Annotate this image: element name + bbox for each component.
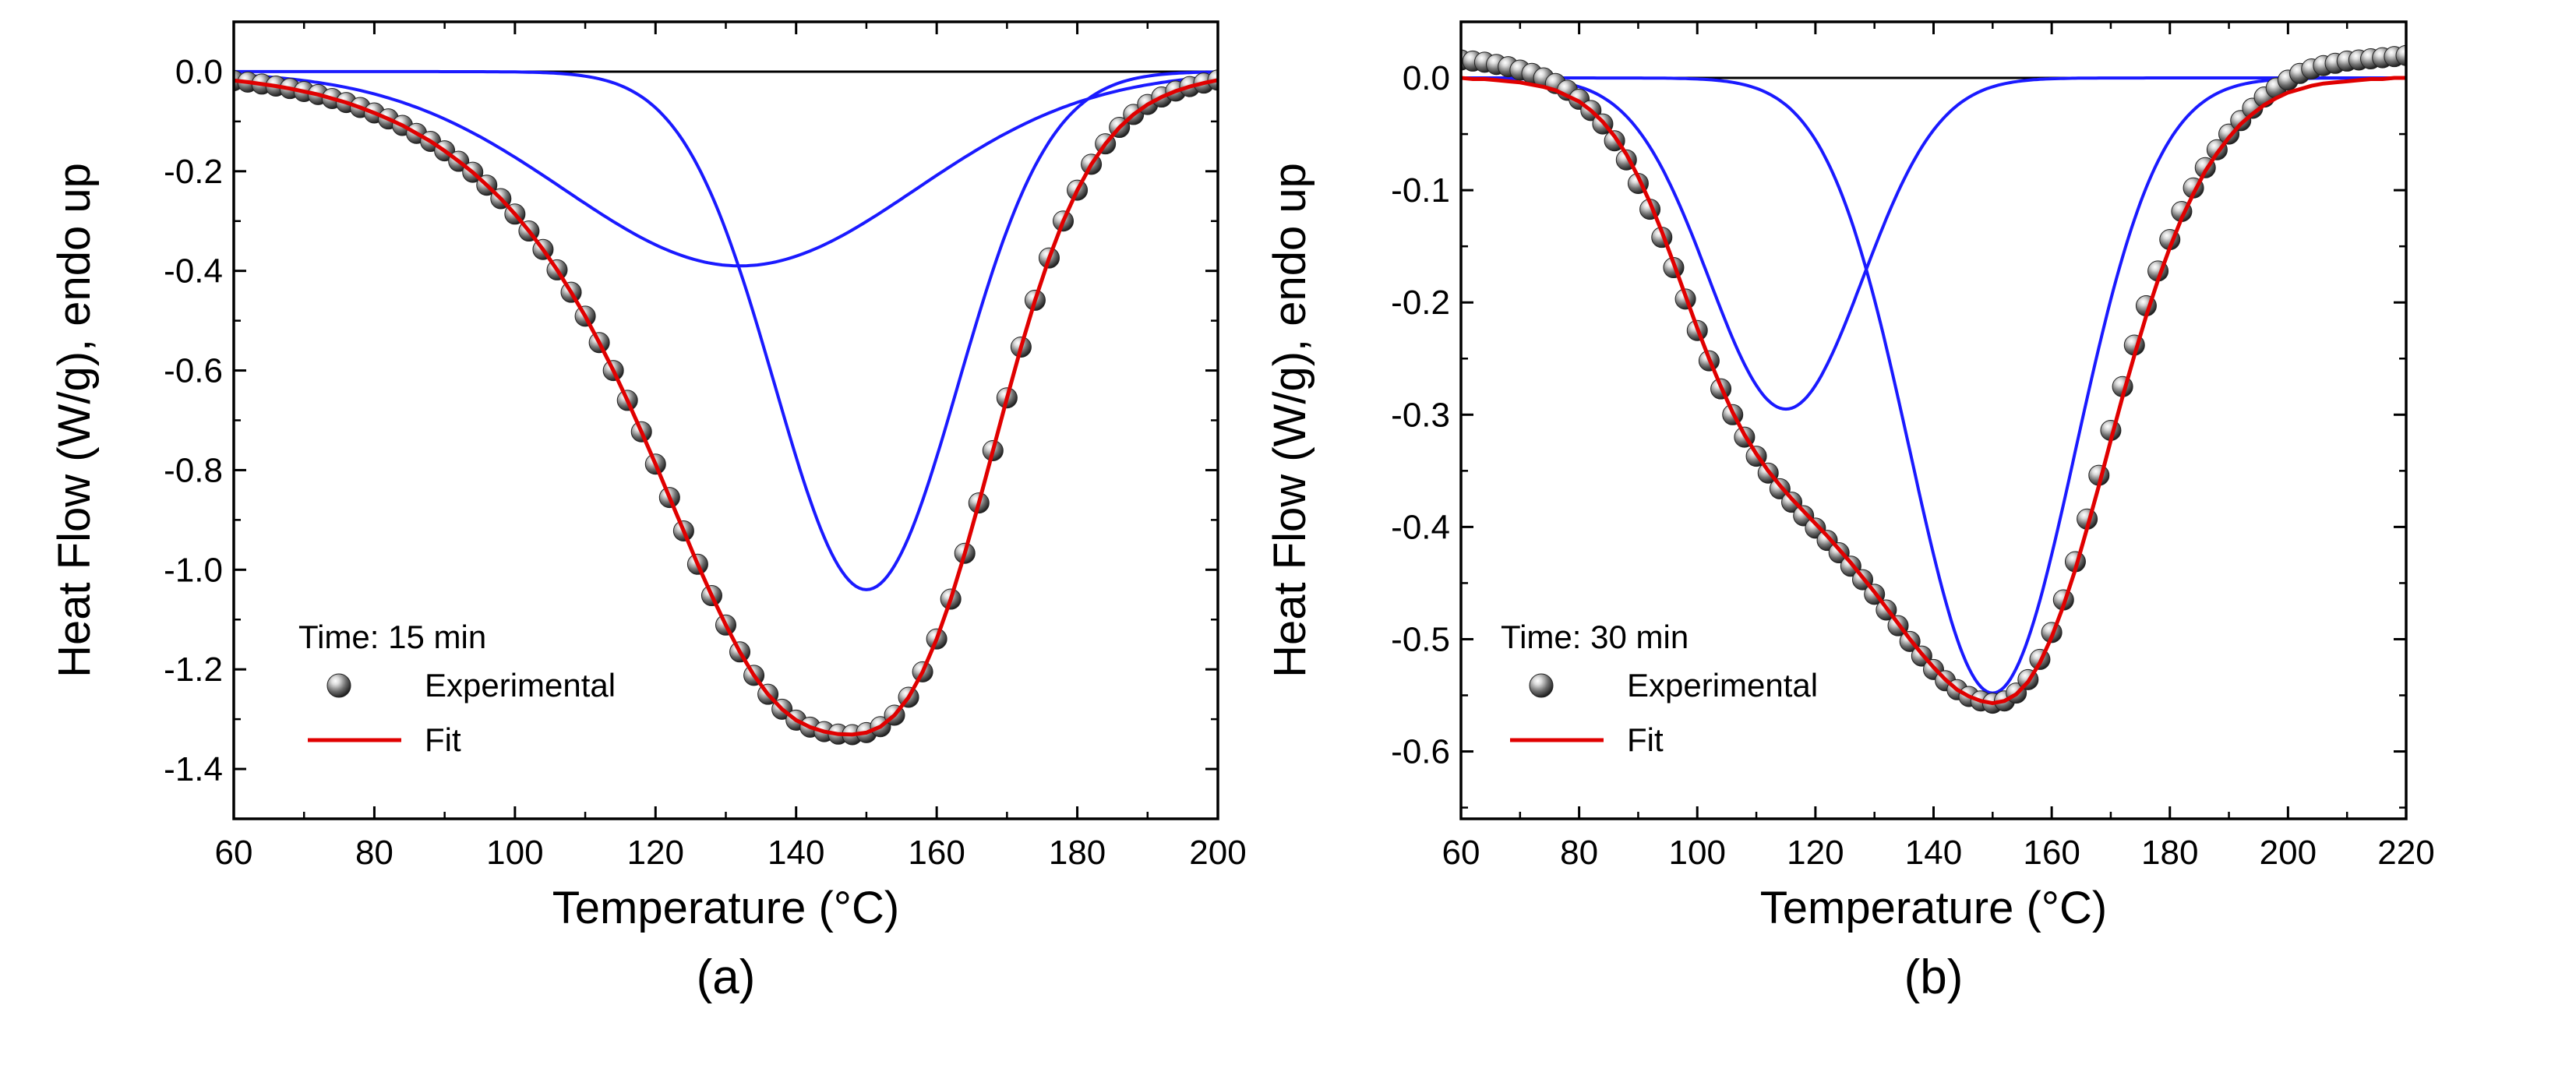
legend-experimental-marker	[1529, 673, 1554, 698]
legend-fit-label: Fit	[1627, 721, 1664, 758]
x-tick-label-180: 180	[2141, 834, 2198, 872]
y-tick-label-1: -0.2	[164, 153, 223, 191]
fit-curve	[234, 78, 1218, 737]
y-tick-label-4: -0.4	[1391, 508, 1450, 546]
fit-curve	[1461, 76, 2406, 706]
y-tick-label-2: -0.4	[164, 252, 223, 291]
y-tick-label-6: -0.6	[1391, 733, 1450, 771]
x-axis-title: Temperature (°C)	[1760, 883, 2107, 933]
panel-b-chart: 60 80 100 120 140 160 180 200 220 0.0 -0.1 -0.2 -0.3…	[1265, 20, 2435, 1004]
y-axis-title: Heat Flow (W/g), endo up	[49, 163, 100, 678]
x-tick-label-160: 160	[2023, 834, 2080, 872]
plot-frame	[232, 20, 1219, 820]
x-tick-label-220: 220	[2377, 834, 2434, 872]
y-tick-label-3: -0.6	[164, 352, 223, 390]
y-tick-label-5: -1.0	[164, 551, 223, 589]
legend-fit-label: Fit	[425, 721, 461, 758]
y-tick-label-0: 0.0	[1403, 59, 1450, 97]
x-tick-label-180: 180	[1049, 834, 1106, 872]
plot-area-a	[234, 69, 1218, 746]
experimental-point	[1781, 492, 1803, 513]
x-tick-label-120: 120	[1787, 834, 1844, 872]
plot-area-b	[1461, 44, 2406, 714]
panel-label: (b)	[1904, 950, 1964, 1004]
legend: Time: 30 min Experimental Fit	[1501, 619, 1818, 758]
legend-title: Time: 15 min	[298, 619, 486, 655]
x-axis-title: Temperature (°C)	[552, 883, 899, 933]
x-tick-label-100: 100	[486, 834, 543, 872]
y-axis-title: Heat Flow (W/g), endo up	[1265, 163, 1315, 678]
x-tick-label-200: 200	[2260, 834, 2317, 872]
x-tick-label-80: 80	[1560, 834, 1598, 872]
component-peak-1	[1461, 76, 2406, 411]
x-tick-label-200: 200	[1189, 834, 1246, 872]
y-tick-label-0: 0.0	[175, 53, 223, 91]
legend-title: Time: 30 min	[1501, 619, 1689, 655]
plot-frame	[1459, 20, 2408, 820]
legend: Time: 15 min Experimental Fit	[298, 619, 616, 758]
legend-experimental-label: Experimental	[1627, 667, 1818, 704]
y-tick-label-4: -0.8	[164, 451, 223, 489]
x-tick-label-100: 100	[1669, 834, 1726, 872]
y-tick-label-6: -1.2	[164, 651, 223, 689]
y-tick-label-1: -0.1	[1391, 171, 1450, 210]
experimental-point	[2395, 44, 2406, 66]
y-tick-label-3: -0.3	[1391, 396, 1450, 434]
legend-experimental-marker	[326, 673, 351, 698]
x-tick-label-140: 140	[768, 834, 824, 872]
x-tick-label-140: 140	[1905, 834, 1962, 872]
y-tick-label-7: -1.4	[164, 750, 223, 788]
component-peak-2	[234, 69, 1218, 591]
panel-label: (a)	[697, 950, 756, 1004]
x-tick-label-160: 160	[908, 834, 965, 872]
x-tick-label-80: 80	[355, 834, 393, 872]
x-tick-label-60: 60	[1442, 834, 1480, 872]
x-tick-label-60: 60	[215, 834, 253, 872]
component-peak-2	[1461, 76, 2406, 695]
legend-experimental-label: Experimental	[425, 667, 616, 704]
y-tick-label-5: -0.5	[1391, 620, 1450, 658]
x-tick-label-120: 120	[627, 834, 684, 872]
panel-a-chart: 60 80 100 120 140 160 180 200 0.0 -0.2 -0.4 -0.6 -0.…	[49, 20, 1247, 1004]
component-peak-1	[234, 72, 1218, 268]
y-tick-label-2: -0.2	[1391, 284, 1450, 322]
